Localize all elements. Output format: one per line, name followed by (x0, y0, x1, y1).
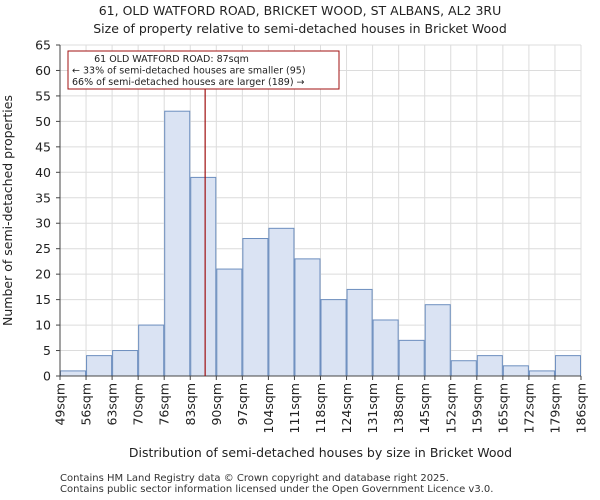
histogram-bar (86, 355, 113, 377)
y-tick-label: 10 (35, 318, 51, 333)
histogram-bar (372, 319, 399, 377)
y-tick-label: 55 (35, 88, 51, 103)
x-tick-label: 56sqm (79, 383, 94, 426)
annotation-line-1: 61 OLD WATFORD ROAD: 87sqm (94, 54, 249, 65)
x-tick-label: 172sqm (521, 383, 536, 433)
x-tick-label: 138sqm (391, 383, 406, 433)
x-axis-title: Distribution of semi-detached houses by … (129, 445, 512, 460)
y-tick-label: 65 (35, 38, 51, 53)
x-tick-label: 70sqm (131, 383, 146, 426)
y-tick-label: 40 (35, 165, 51, 180)
histogram-bar (242, 238, 269, 377)
x-tick-label: 152sqm (443, 383, 458, 433)
footer-line-2: Contains public sector information licen… (60, 484, 494, 495)
x-tick-label: 49sqm (53, 383, 68, 426)
x-tick-label: 111sqm (287, 383, 302, 433)
histogram-bar (320, 299, 347, 377)
y-tick-label: 5 (43, 343, 51, 358)
histogram-bar (346, 288, 373, 377)
y-tick-label: 20 (35, 267, 51, 282)
histogram-bar (164, 110, 191, 377)
histogram-bar (138, 324, 165, 377)
x-tick-label: 145sqm (417, 383, 432, 433)
chart-title: 61, OLD WATFORD ROAD, BRICKET WOOD, ST A… (98, 3, 502, 18)
histogram-bar (554, 355, 582, 377)
x-tick-label: 179sqm (547, 383, 562, 433)
x-tick-label: 76sqm (157, 383, 172, 426)
x-tick-label: 90sqm (209, 383, 224, 426)
histogram-bar (112, 350, 139, 377)
x-tick-label: 165sqm (495, 383, 510, 433)
x-tick-label: 118sqm (313, 383, 328, 433)
histogram-bar (424, 304, 451, 377)
chart-subtitle: Size of property relative to semi-detach… (93, 21, 507, 36)
y-tick-label: 25 (35, 241, 51, 256)
histogram-bar (294, 258, 321, 377)
x-tick-label: 131sqm (365, 383, 380, 433)
x-tick-label: 186sqm (574, 383, 589, 433)
y-tick-label: 30 (35, 216, 51, 231)
histogram-bar (190, 176, 217, 377)
histogram-bar (60, 370, 87, 377)
x-tick-label: 63sqm (105, 383, 120, 426)
footer-line-1: Contains HM Land Registry data © Crown c… (60, 473, 449, 484)
y-tick-label: 35 (35, 190, 51, 205)
x-tick-label: 104sqm (261, 383, 276, 433)
y-tick-label: 45 (35, 139, 51, 154)
histogram-bar (476, 355, 503, 377)
x-tick-label: 97sqm (235, 383, 250, 426)
y-tick-label: 50 (35, 114, 51, 129)
histogram-bar (398, 339, 425, 377)
annotation-line-3: 66% of semi-detached houses are larger (… (72, 77, 305, 88)
x-tick-label: 83sqm (183, 383, 198, 426)
y-axis-title: Number of semi-detached properties (0, 95, 15, 326)
histogram-bar (528, 370, 555, 377)
histogram-bar (268, 227, 295, 377)
histogram-bar (450, 360, 477, 377)
y-tick-label: 0 (43, 369, 51, 384)
histogram-bar (216, 268, 243, 377)
y-tick-label: 60 (35, 63, 51, 78)
histogram-bar (502, 365, 529, 377)
histogram-chart: 0 5 10 15 20 25 30 35 40 45 50 55 60 65 49sqm 56sqm 63sq… (0, 38, 589, 461)
annotation-box (67, 50, 340, 90)
x-tick-label: 159sqm (469, 383, 484, 433)
x-tick-label: 124sqm (339, 383, 354, 433)
annotation-line-2: ← 33% of semi-detached houses are smalle… (72, 66, 306, 77)
y-tick-label: 15 (35, 292, 51, 307)
